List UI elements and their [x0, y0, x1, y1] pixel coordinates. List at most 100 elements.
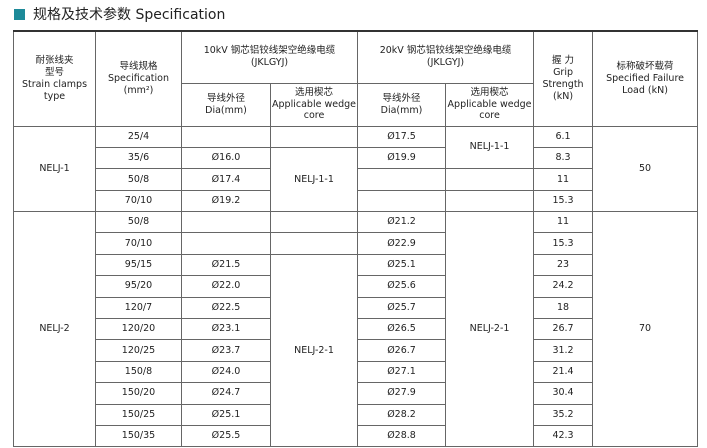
dia-cell: Ø21.2 — [357, 211, 447, 234]
data-row: NELJ-2 50/8 Ø21.2 NELJ-2-1 11 70 — [13, 211, 699, 448]
spec-header-line: (mm²) — [123, 84, 154, 96]
dia-cell: Ø24.7 — [181, 382, 271, 405]
spec-cell: 150/8 — [95, 360, 182, 384]
dia-cell: Ø25.6 — [357, 275, 447, 298]
data-row: 120/7 Ø22.5 Ø25.7 18 — [14, 296, 698, 320]
core-cell — [269, 211, 359, 234]
load-header-line: 标称破坏载荷 — [616, 60, 674, 72]
dia-header: 导线外径 Dia(mm) — [357, 82, 447, 127]
core-cell — [445, 189, 535, 213]
dia-cell: Ø25.7 — [357, 296, 447, 320]
data-row: 95/20 Ø22.0 Ø25.6 24.2 — [14, 275, 698, 298]
grip-cell: 30.4 — [533, 382, 594, 405]
spec-cell: 120/20 — [95, 318, 182, 341]
group-10kv-header: 10kV 钢芯铝铰线架空绝缘电缆 (JKLGYJ) — [180, 30, 359, 84]
dia-header: 导线外径 Dia(mm) — [181, 82, 271, 127]
dia-cell: Ø16.0 — [181, 146, 271, 170]
grip-cell: 11 — [533, 211, 594, 234]
dia-cell: Ø21.5 — [181, 253, 271, 277]
grip-header-line: 握 力 — [552, 55, 575, 66]
dia-cell — [181, 125, 271, 148]
dia-header-line: 导线外径 — [206, 92, 245, 104]
core-cell: NELJ-1-1 — [269, 146, 359, 213]
spec-cell: 50/8 — [95, 168, 182, 191]
dia-cell: Ø22.9 — [357, 232, 447, 255]
dia-cell: Ø23.7 — [181, 339, 271, 362]
grip-cell: 15.3 — [533, 189, 594, 213]
dia-cell: Ø19.9 — [357, 146, 447, 170]
dia-cell — [357, 168, 447, 191]
dia-cell: Ø22.5 — [181, 296, 271, 320]
grip-cell: 21.4 — [533, 360, 594, 384]
core-cell: NELJ-2-1 — [269, 253, 359, 448]
dia-cell: Ø27.9 — [357, 382, 447, 405]
dia-cell: Ø22.0 — [181, 275, 271, 298]
group-20kv-header-line: 20kV 钢芯铝铰线架空绝缘电缆 — [379, 45, 512, 57]
spec-cell: 95/15 — [95, 253, 182, 277]
spec-cell: 120/25 — [95, 339, 182, 362]
core-cell — [269, 125, 359, 148]
spec-cell: 25/4 — [95, 125, 182, 148]
grip-header-line: (kN) — [553, 90, 574, 102]
grip-cell: 31.2 — [533, 339, 594, 362]
dia-cell: Ø25.5 — [181, 424, 271, 448]
load-header-line: Specified Failure — [606, 72, 684, 84]
group-10kv-header-line: (JKLGYJ) — [250, 57, 289, 69]
core-cell — [269, 232, 359, 255]
model-header-line: 型号 — [44, 66, 64, 78]
grip-header: 握 力 Grip Strength (kN) — [533, 30, 594, 127]
dia-cell — [357, 189, 447, 213]
dia-cell: Ø26.7 — [357, 339, 447, 362]
load-header-line: Load (kN) — [622, 84, 668, 96]
data-row: 50/8 Ø17.4 11 — [14, 168, 698, 191]
core-header: 选用楔芯 Applicable wedge core — [269, 82, 359, 127]
core-cell — [445, 168, 535, 191]
dia-cell: Ø28.8 — [357, 424, 447, 448]
group-10kv-header-line: 10kV 钢芯铝铰线架空绝缘电缆 — [203, 45, 336, 57]
model-cell: NELJ-1 — [13, 125, 96, 213]
table-head: 耐张线夹 型号 Strain clamps type 导线规格 Specificatio… — [13, 30, 699, 127]
model-header-line: 耐张线夹 — [35, 55, 74, 66]
dia-cell — [181, 211, 271, 234]
data-row: 120/25 Ø23.7 Ø26.7 31.2 — [14, 339, 698, 362]
grip-cell: 8.3 — [533, 146, 594, 170]
grip-cell: 15.3 — [533, 232, 594, 255]
dia-cell: Ø17.5 — [357, 125, 447, 148]
data-row: 35/6 Ø16.0 NELJ-1-1 Ø19.9 8.3 — [14, 146, 698, 213]
table-body: NELJ-1 25/4 Ø17.5 NELJ-1-1 6.1 50 35/6 Ø16.0 NEL… — [13, 125, 699, 448]
grip-cell: 24.2 — [533, 275, 594, 298]
core-header-line: Applicable wedge core — [447, 98, 532, 122]
spec-cell: 50/8 — [95, 211, 182, 234]
spec-header: 导线规格 Specification (mm²) — [95, 30, 182, 127]
grip-cell: 11 — [533, 168, 594, 191]
dia-cell: Ø17.4 — [181, 168, 271, 191]
core-cell: NELJ-1-1 — [445, 125, 535, 170]
dia-cell: Ø25.1 — [357, 253, 447, 277]
spec-cell: 70/10 — [95, 189, 182, 213]
spec-cell: 150/20 — [95, 382, 182, 405]
grip-cell: 18 — [533, 296, 594, 320]
dia-cell: Ø25.1 — [181, 403, 271, 426]
spec-cell: 150/35 — [95, 424, 182, 448]
core-header: 选用楔芯 Applicable wedge core — [445, 82, 535, 127]
core-header-line: 选用楔芯 — [295, 86, 334, 98]
dia-cell — [181, 232, 271, 255]
load-cell: 70 — [592, 211, 699, 448]
grip-cell: 42.3 — [533, 424, 594, 448]
dia-cell: Ø28.2 — [357, 403, 447, 426]
grip-cell: 35.2 — [533, 403, 594, 426]
core-header-line: Applicable wedge core — [272, 98, 356, 122]
dia-cell: Ø27.1 — [357, 360, 447, 384]
data-row: 70/10 Ø22.9 15.3 — [14, 232, 698, 255]
spec-cell: 95/20 — [95, 275, 182, 298]
data-row: NELJ-1 25/4 Ø17.5 NELJ-1-1 6.1 50 — [13, 125, 699, 213]
spec-cell: 120/7 — [95, 296, 182, 320]
spec-header-line: Specification — [108, 72, 169, 84]
title-icon — [14, 8, 25, 20]
spec-cell: 150/25 — [95, 403, 182, 426]
dia-cell: Ø26.5 — [357, 318, 447, 341]
header-row: 耐张线夹 型号 Strain clamps type 导线规格 Specificatio… — [13, 30, 699, 127]
dia-cell: Ø23.1 — [181, 318, 271, 341]
model-header: 耐张线夹 型号 Strain clamps type — [13, 30, 96, 127]
